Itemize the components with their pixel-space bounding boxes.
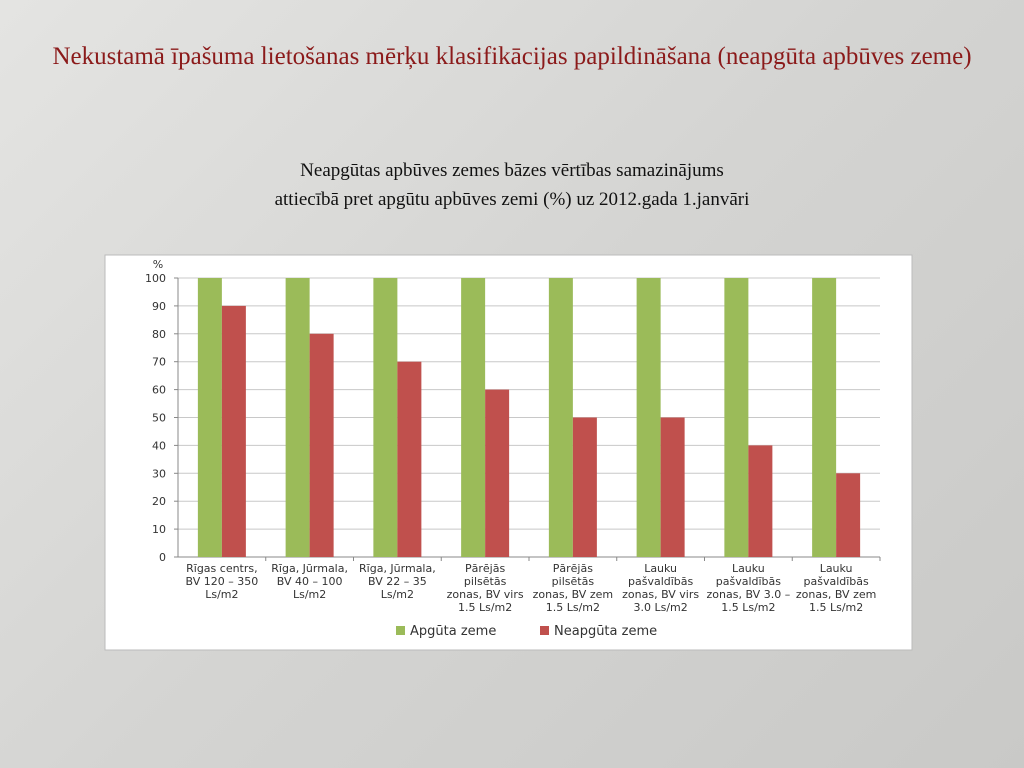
bar [485, 389, 510, 557]
x-tick-label-line: Ls/m2 [381, 588, 414, 601]
x-tick-label-line: zonas, BV zem [533, 588, 613, 601]
x-tick-label-line: zonas, BV 3.0 – [707, 588, 791, 601]
x-tick-label-line: 1.5 Ls/m2 [809, 601, 863, 614]
x-tick-label-line: Ls/m2 [205, 588, 238, 601]
slide-title: Nekustamā īpašuma lietošanas mērķu klasi… [52, 43, 972, 70]
x-tick-label-line: pilsētās [464, 575, 507, 588]
y-tick-label: 90 [152, 300, 166, 313]
bar [221, 305, 246, 557]
x-tick-label-line: pilsētās [552, 575, 595, 588]
x-tick-label-line: Lauku [732, 562, 765, 575]
y-tick-label: 100 [145, 272, 166, 285]
x-tick-label-line: pašvaldībās [803, 575, 869, 588]
x-tick-label-line: zonas, BV virs [447, 588, 524, 601]
x-tick-label-line: Pārējās [553, 562, 593, 575]
y-tick-label: 40 [152, 439, 166, 452]
x-tick-label-line: Lauku [820, 562, 853, 575]
bar [724, 278, 749, 557]
x-tick-label-line: 1.5 Ls/m2 [721, 601, 775, 614]
y-tick-label: 80 [152, 328, 166, 341]
x-tick-label-line: 1.5 Ls/m2 [546, 601, 600, 614]
x-tick-label-line: Rīga, Jūrmala, [271, 562, 348, 575]
legend-label: Apgūta zeme [410, 624, 496, 639]
x-tick-label-line: pašvaldībās [716, 575, 782, 588]
x-tick-label-line: pašvaldībās [628, 575, 694, 588]
bar [548, 278, 573, 557]
y-axis-label: % [153, 258, 163, 271]
x-tick-label: Lauku pašvaldībās zonas, BV zem 1.5 Ls/m2 [796, 562, 876, 614]
bar [285, 278, 310, 557]
x-tick-label-line: 3.0 Ls/m2 [633, 601, 687, 614]
legend-swatch [396, 626, 405, 635]
x-tick-label-line: zonas, BV zem [796, 588, 876, 601]
x-tick-label-line: BV 22 – 35 [368, 575, 427, 588]
legend-label: Neapgūta zeme [554, 624, 657, 639]
x-tick-label: Pārējās pilsētās zonas, BV virs 1.5 Ls/m2 [447, 562, 524, 614]
x-tick-label-line: Rīga, Jūrmala, [359, 562, 436, 575]
x-tick-label-line: Lauku [644, 562, 677, 575]
bar [309, 333, 334, 557]
y-tick-label: 50 [152, 412, 166, 425]
x-tick-label-line: Rīgas centrs, [186, 562, 258, 575]
x-tick-label-line: BV 40 – 100 [277, 575, 343, 588]
y-tick-label: 30 [152, 467, 166, 480]
bar [461, 278, 486, 557]
subtitle-line: Neapgūtas apbūves zemes bāzes vērtības s… [300, 160, 724, 181]
x-tick-label-line: zonas, BV virs [622, 588, 699, 601]
x-tick-label: Lauku pašvaldībās zonas, BV 3.0 –1.5 Ls/m2 [707, 562, 791, 614]
subtitle-line: attiecībā pret apgūtu apbūves zemi (%) u… [274, 189, 750, 210]
y-tick-label: 60 [152, 384, 166, 397]
bar [660, 417, 685, 557]
bar [397, 361, 422, 557]
y-tick-label: 70 [152, 356, 166, 369]
x-tick-label: Rīgas centrs, BV 120 – 350 Ls/m2 [186, 562, 259, 601]
bar [836, 473, 861, 557]
x-tick-label-line: Pārējās [465, 562, 505, 575]
x-tick-label-line: BV 120 – 350 [186, 575, 259, 588]
bar [812, 278, 837, 557]
bar [197, 278, 222, 557]
chart-subtitle: Neapgūtas apbūves zemes bāzes vērtības s… [40, 156, 984, 214]
legend-swatch [540, 626, 549, 635]
bar [373, 278, 398, 557]
x-tick-label: Rīga, Jūrmala, BV 40 – 100 Ls/m2 [271, 562, 348, 601]
x-tick-label-line: 1.5 Ls/m2 [458, 601, 512, 614]
x-tick-label-line: Ls/m2 [293, 588, 326, 601]
x-tick-label: Rīga, Jūrmala, BV 22 – 35 Ls/m2 [359, 562, 436, 601]
x-tick-label: Pārējās pilsētās zonas, BV zem 1.5 Ls/m2 [533, 562, 613, 614]
y-tick-label: 10 [152, 523, 166, 536]
bar [572, 417, 597, 557]
x-tick-label: Lauku pašvaldībās zonas, BV virs 3.0 Ls/m2 [622, 562, 699, 614]
bar [748, 445, 773, 557]
y-tick-label: 20 [152, 495, 166, 508]
y-tick-label: 0 [159, 551, 166, 564]
bar [636, 278, 661, 557]
